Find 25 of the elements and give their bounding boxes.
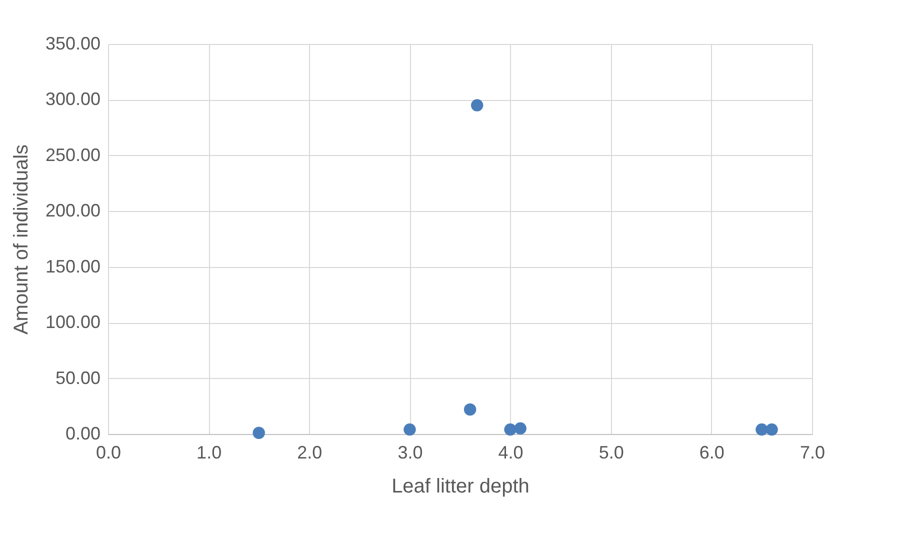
x-tick-label: 6.0 (699, 442, 724, 462)
point (766, 423, 778, 436)
point (470, 99, 484, 112)
x-tick-label: 3.0 (398, 442, 423, 462)
point (404, 423, 416, 436)
y-tick-label: 350.00 (45, 34, 100, 54)
point (514, 422, 526, 435)
y-tick-label: 100.00 (45, 312, 100, 332)
x-tick-label: 0.0 (96, 442, 122, 462)
y-axis-title: Amount of individuals (10, 144, 32, 335)
x-tick-label: 5.0 (598, 442, 624, 462)
x-tick-label: 7.0 (800, 442, 826, 462)
y-tick-label: 200.00 (45, 200, 100, 221)
x-tick-label: 1.0 (196, 442, 222, 462)
x-axis-title: Leaf litter depth (392, 476, 530, 498)
y-tick-label: 300.00 (45, 89, 100, 110)
point (464, 403, 476, 416)
y-tick-label: 150.00 (45, 256, 100, 276)
y-tick-label: 0.00 (65, 424, 100, 444)
x-tick-label: 4.0 (498, 442, 524, 462)
y-tick-label: 50.00 (55, 368, 100, 388)
point (504, 423, 516, 436)
x-tick-label: 2.0 (297, 442, 322, 462)
point (252, 426, 265, 439)
y-tick-label: 250.00 (45, 144, 100, 165)
